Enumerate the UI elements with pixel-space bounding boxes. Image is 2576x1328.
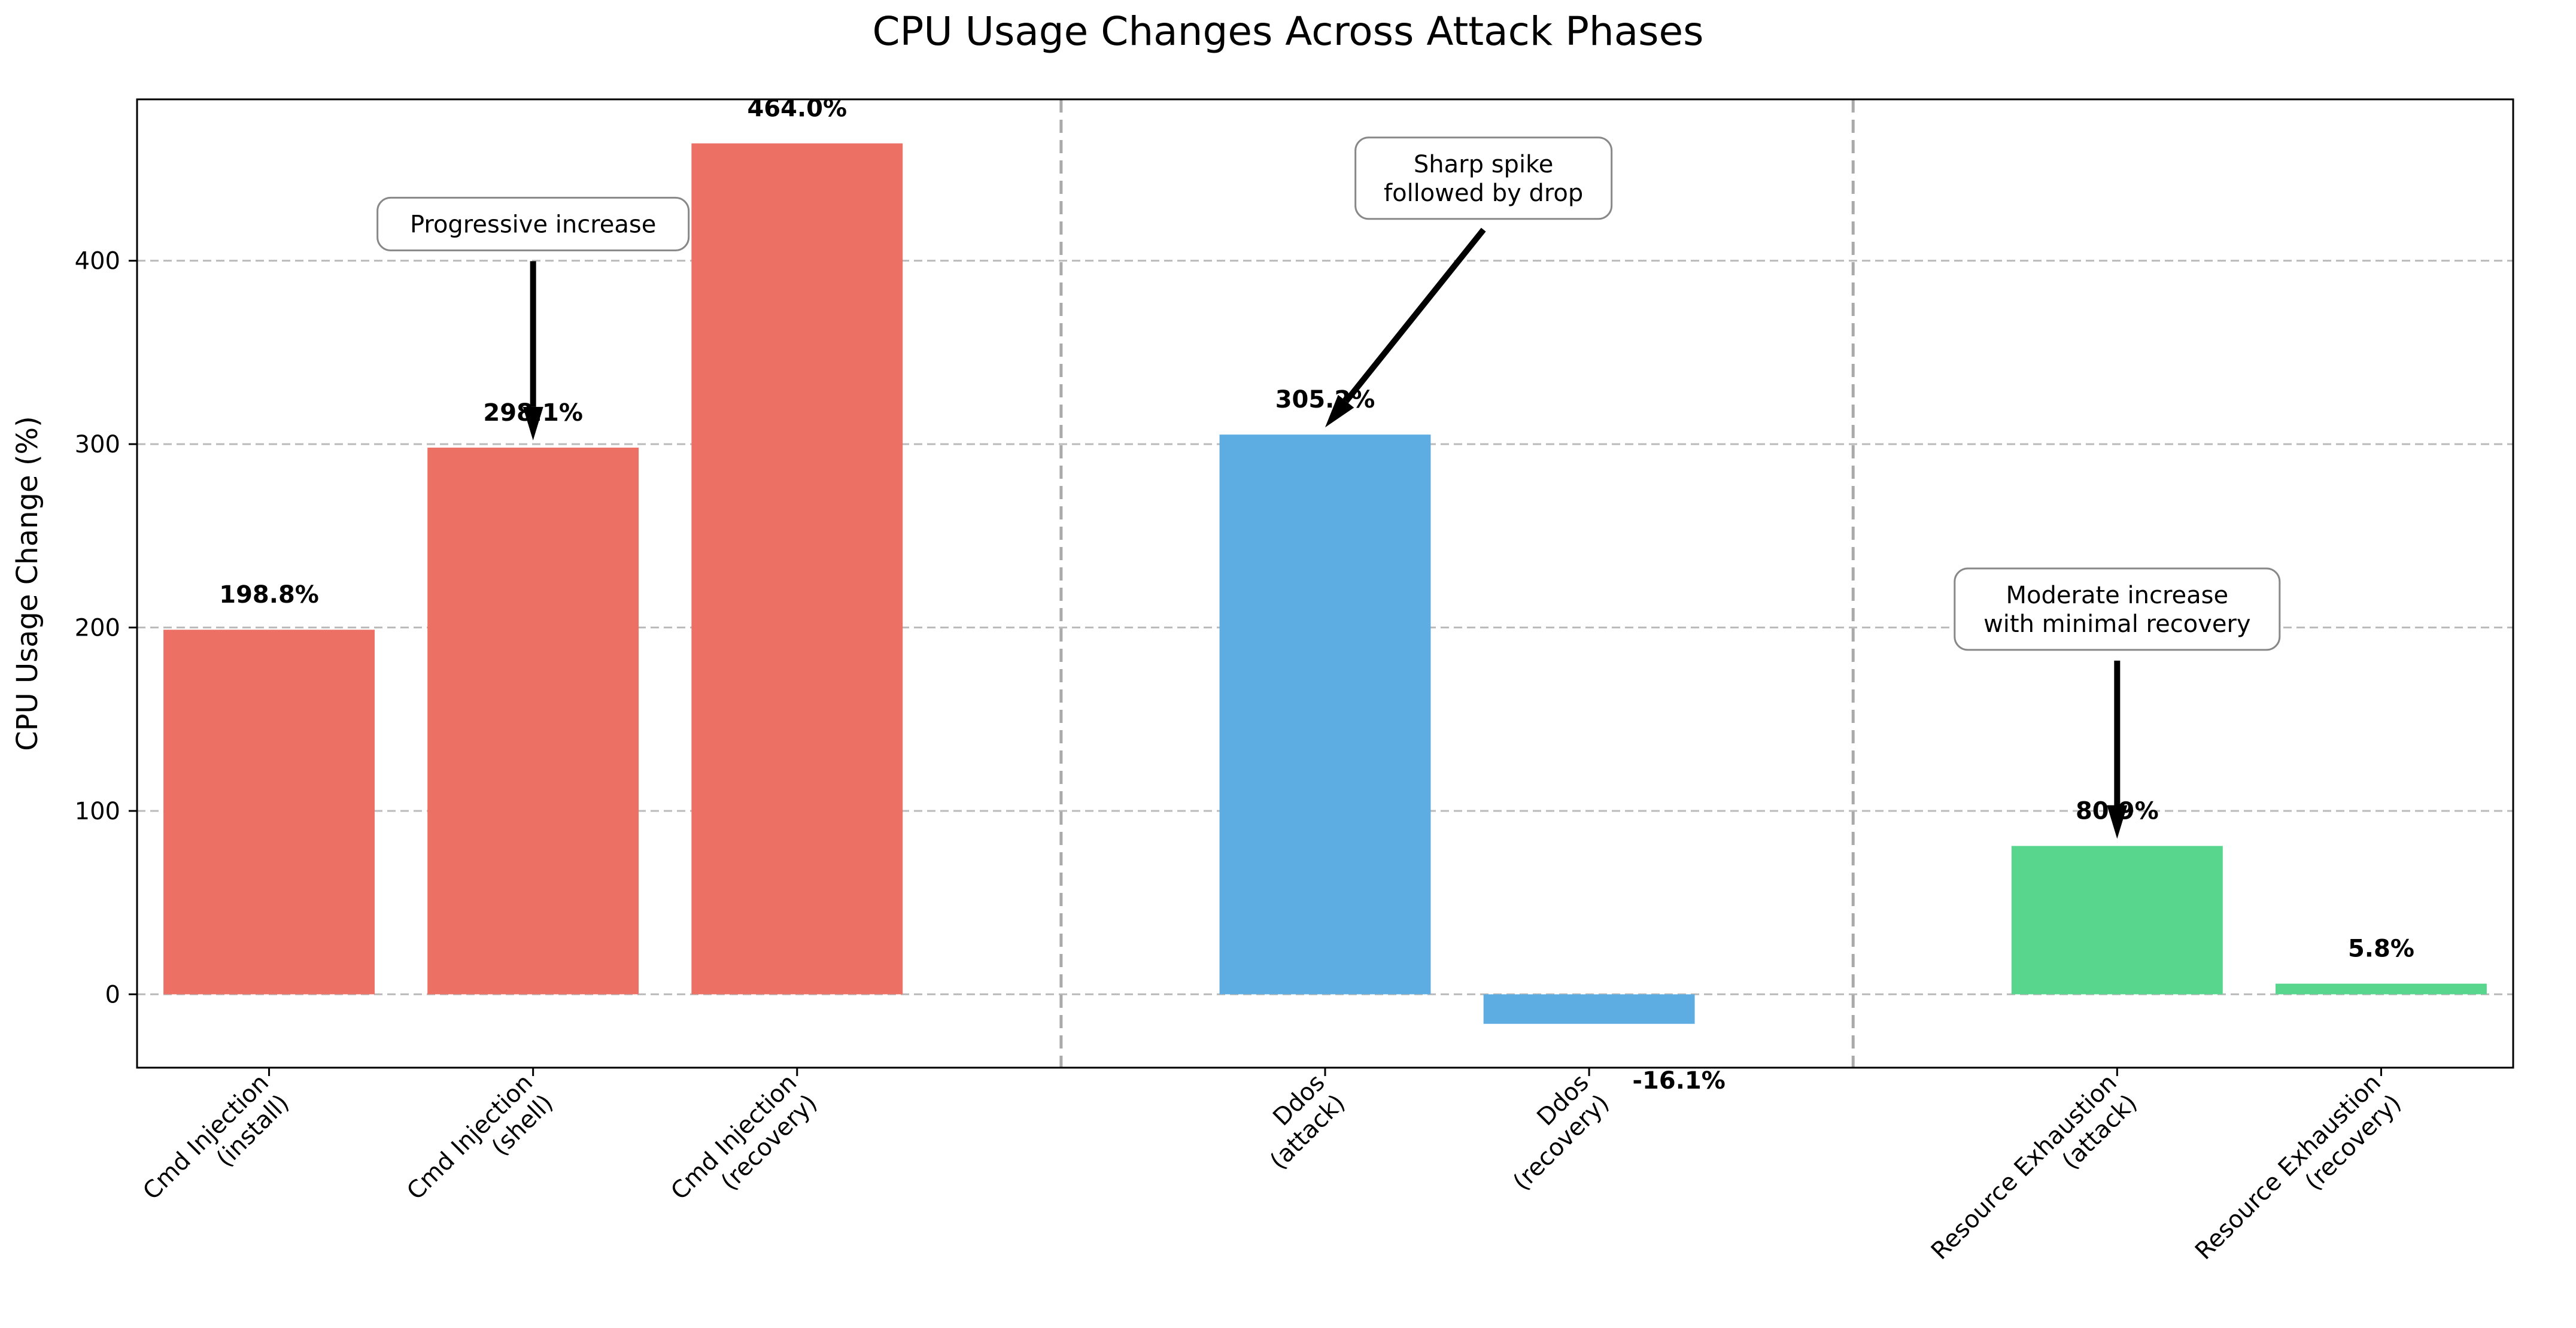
annotation-arrowhead	[2107, 805, 2128, 839]
y-tick-label: 300	[75, 431, 120, 458]
annotation-layer: Progressive increase Sharp spikefollowed …	[376, 136, 2281, 839]
annotation-text: Sharp spike	[1414, 151, 1554, 178]
data-label: 305.2%	[1275, 386, 1375, 414]
bar	[1483, 994, 1695, 1024]
annotation-text: Progressive increase	[410, 211, 656, 238]
bar	[2011, 846, 2223, 995]
data-label: -16.1%	[1632, 1067, 1725, 1095]
data-label: 198.8%	[219, 581, 319, 609]
bar	[427, 447, 639, 995]
y-tick-label: 200	[75, 615, 120, 642]
annotation-box	[1354, 136, 1613, 220]
bar-layer	[163, 143, 2487, 1024]
annotation-text: followed by drop	[1384, 180, 1583, 207]
bar	[2276, 983, 2487, 995]
bar	[691, 143, 903, 995]
annotation-arrowhead	[523, 406, 543, 440]
annotation-text: Moderate increase	[2006, 582, 2229, 609]
y-axis-label: CPU Usage Change (%)	[11, 416, 44, 751]
y-tick-label: 400	[75, 248, 120, 275]
annotation-arrowhead	[1325, 394, 1354, 428]
data-label: 5.8%	[2348, 935, 2414, 963]
annotation-box	[1954, 567, 2281, 651]
bar	[163, 630, 375, 995]
y-tick-label: 100	[75, 798, 120, 825]
annotation-text: with minimal recovery	[1983, 610, 2250, 638]
annotation-box	[376, 196, 690, 251]
y-axis: 0 100 200 300 400	[75, 248, 137, 1008]
bar	[1219, 434, 1431, 995]
chart-title: CPU Usage Changes Across Attack Phases	[872, 8, 1703, 54]
y-tick-label: 0	[105, 981, 120, 1008]
annotation-arrow	[1344, 227, 1486, 403]
